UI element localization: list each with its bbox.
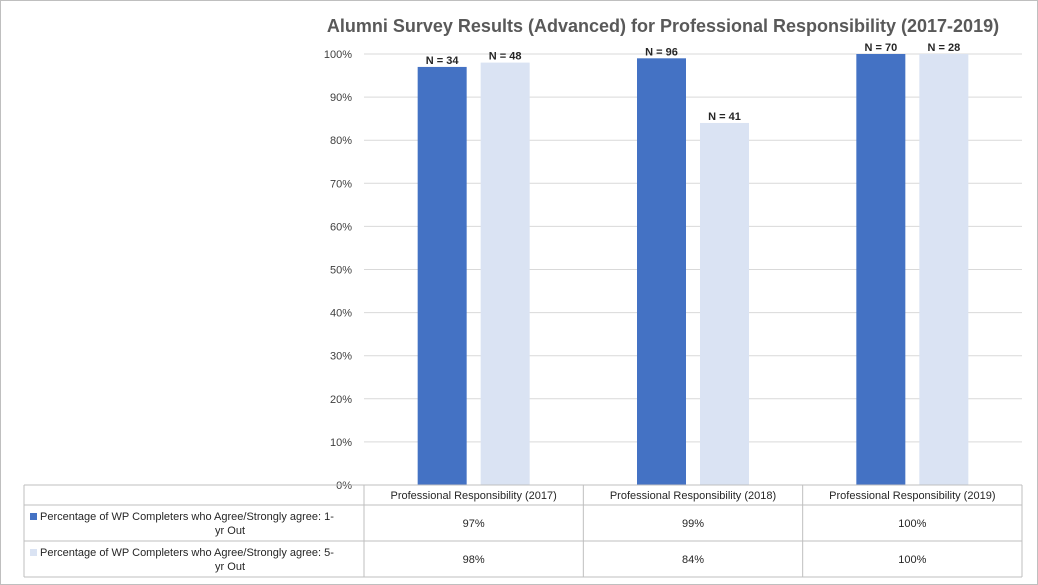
table-value: 99% <box>682 518 704 530</box>
n-data-label: N = 48 <box>489 51 522 63</box>
y-tick-label: 30% <box>330 351 352 363</box>
legend-label: yr Out <box>215 561 245 573</box>
bar <box>856 54 906 485</box>
bar <box>919 54 969 485</box>
y-tick-label: 90% <box>330 92 352 104</box>
n-data-label: N = 28 <box>927 42 960 54</box>
table-value: 100% <box>898 518 926 530</box>
chart-title: Alumni Survey Results (Advanced) for Pro… <box>327 16 999 36</box>
y-tick-label: 80% <box>330 135 352 147</box>
n-data-label: N = 41 <box>708 111 741 123</box>
legend-key <box>30 549 37 556</box>
y-tick-label: 40% <box>330 308 352 320</box>
y-tick-label: 50% <box>330 265 352 277</box>
n-data-label: N = 70 <box>864 42 897 54</box>
category-label: Professional Responsibility (2019) <box>829 490 995 502</box>
legend-key <box>30 513 37 520</box>
table-value: 98% <box>463 554 485 566</box>
y-tick-label: 20% <box>330 394 352 406</box>
legend-label: Percentage of WP Completers who Agree/St… <box>40 511 334 523</box>
n-data-label: N = 96 <box>645 46 678 58</box>
y-tick-label: 60% <box>330 221 352 233</box>
category-label: Professional Responsibility (2018) <box>610 490 776 502</box>
legend-label: yr Out <box>215 525 245 537</box>
legend-label: Percentage of WP Completers who Agree/St… <box>40 547 334 559</box>
bar <box>417 66 467 486</box>
y-tick-label: 10% <box>330 437 352 449</box>
y-tick-label: 100% <box>324 49 352 61</box>
table-value: 97% <box>463 518 485 530</box>
bar <box>700 122 749 486</box>
y-tick-label: 0% <box>336 480 352 492</box>
table-value: 84% <box>682 554 704 566</box>
bar <box>637 58 686 486</box>
bar <box>480 62 530 486</box>
n-data-label: N = 34 <box>426 55 460 67</box>
table-value: 100% <box>898 554 926 566</box>
y-tick-label: 70% <box>330 178 352 190</box>
category-label: Professional Responsibility (2017) <box>391 490 557 502</box>
